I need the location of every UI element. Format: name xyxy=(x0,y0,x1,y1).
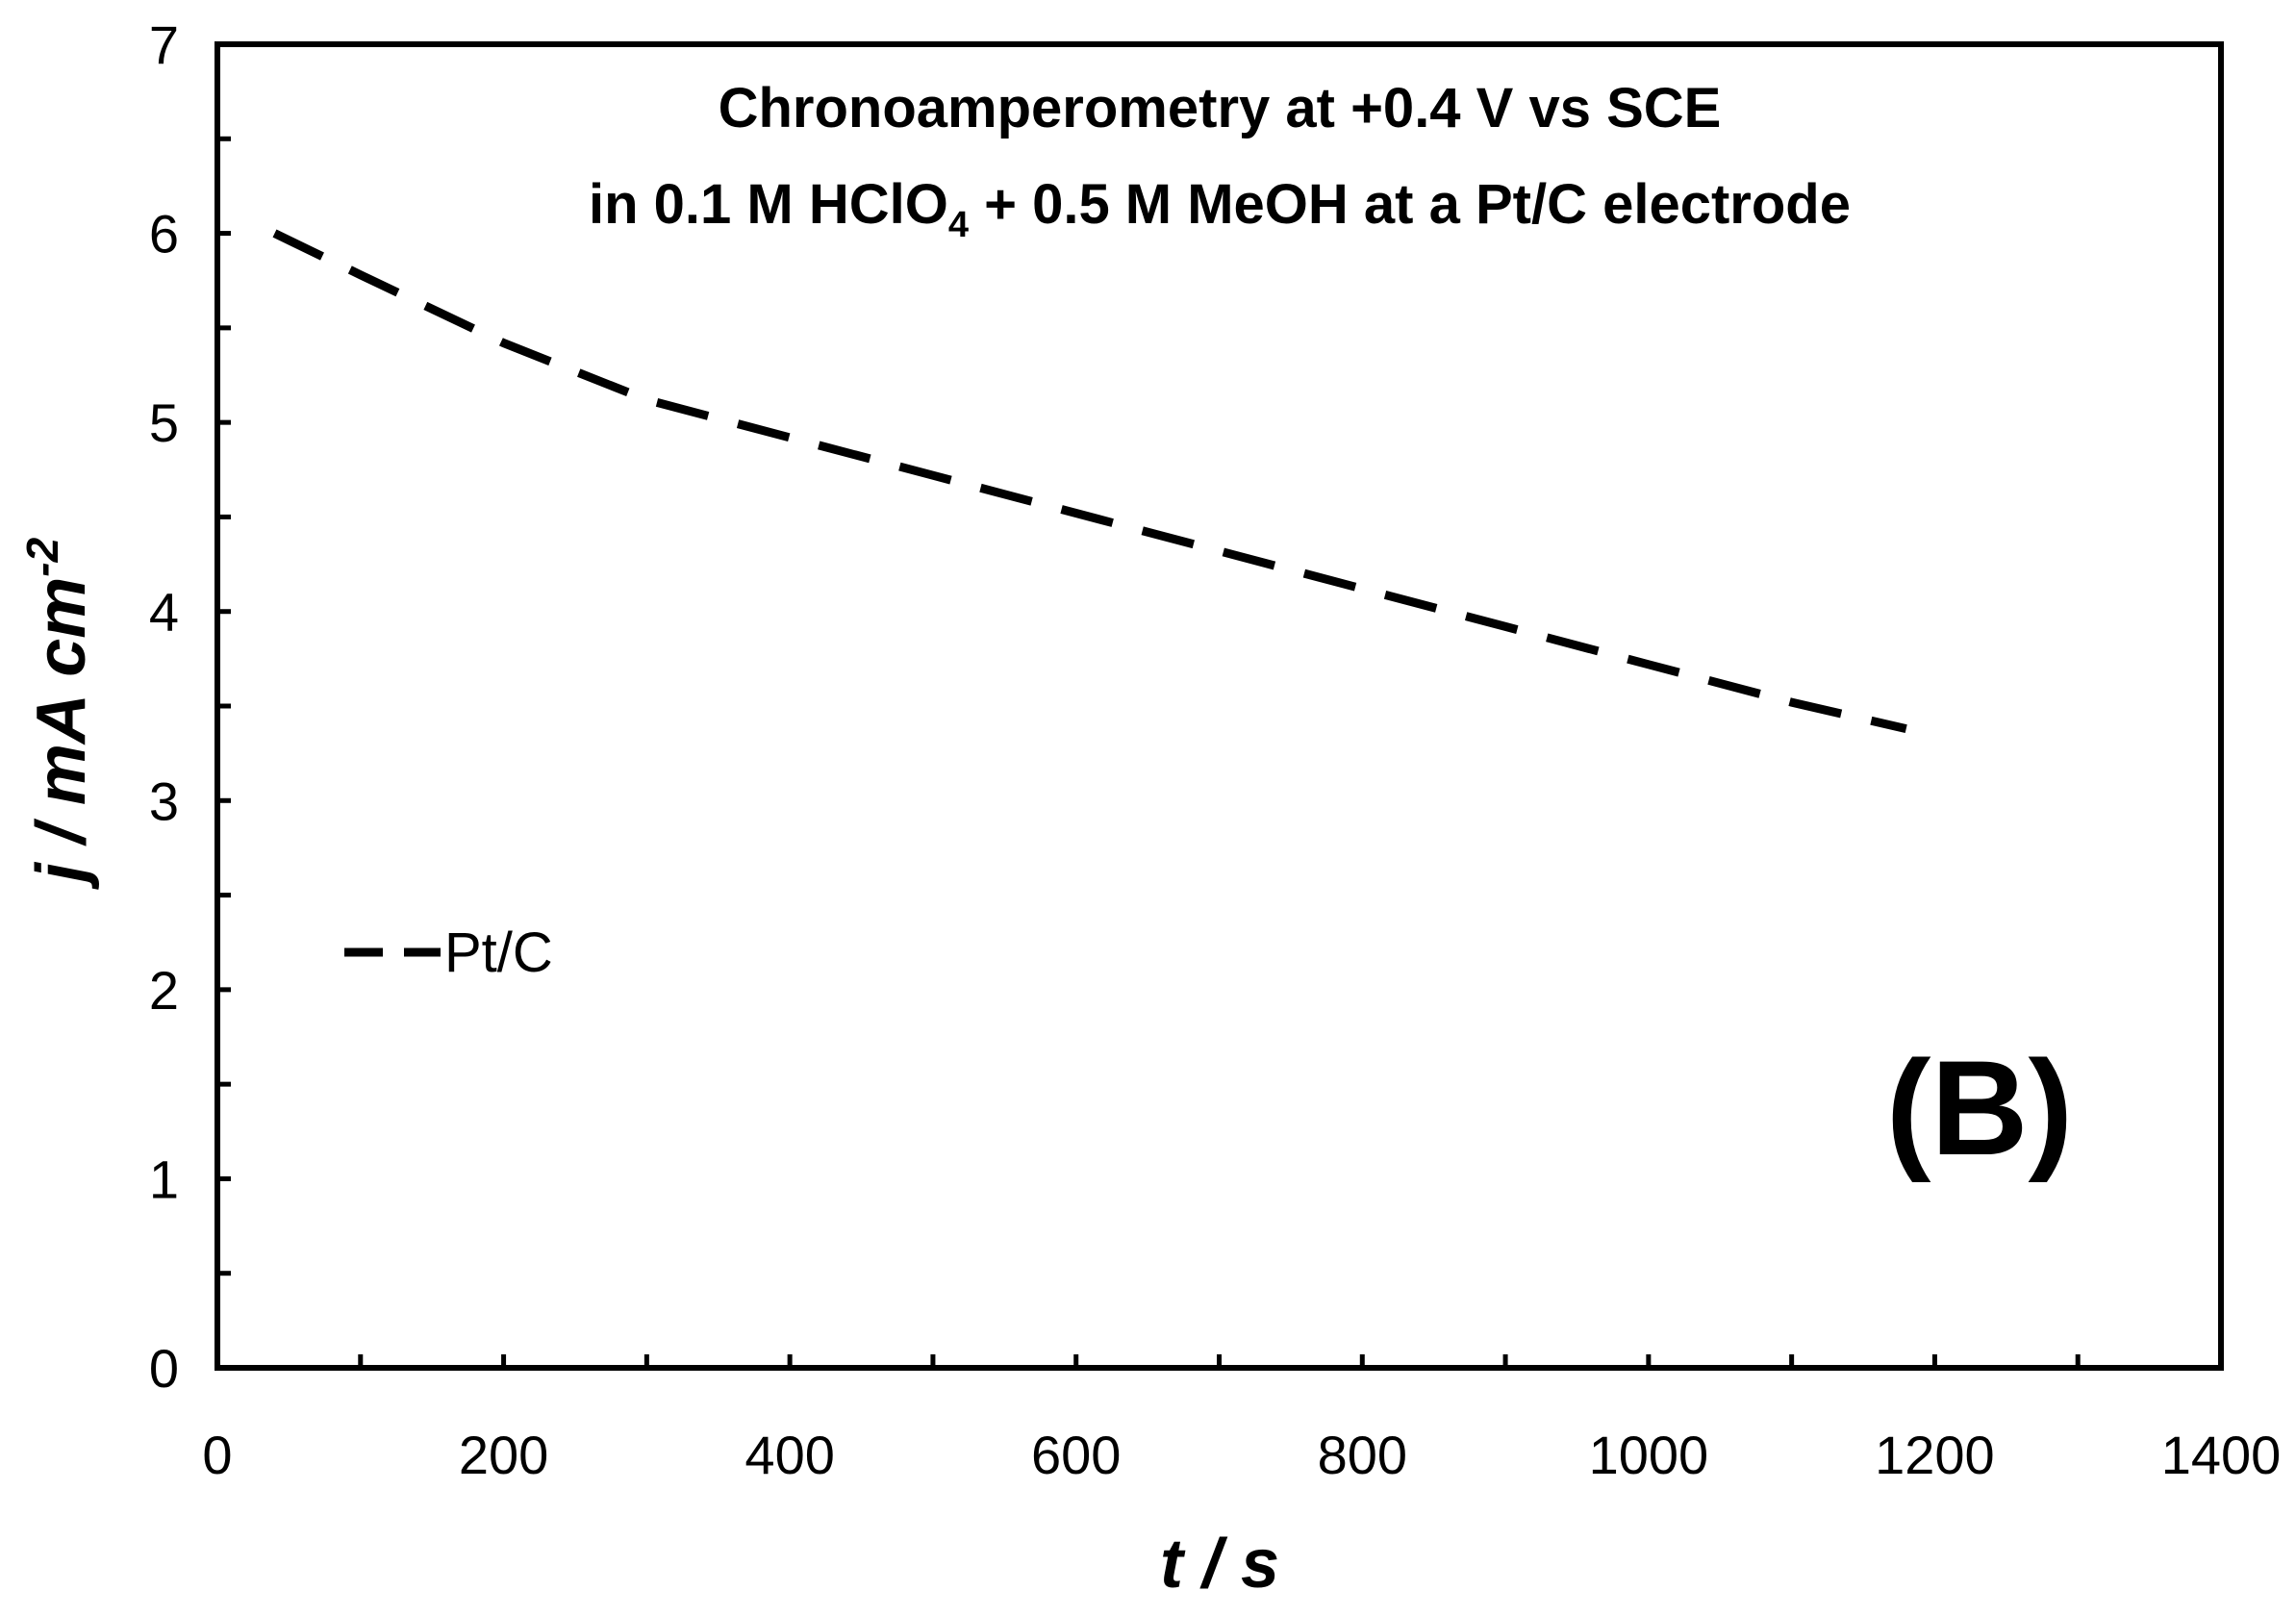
title-line2-post: + 0.5 M MeOH at a Pt/C electrode xyxy=(969,173,1851,236)
y-axis-title: j / mA cm-2 xyxy=(17,537,100,890)
y-axis-title-main: j / mA cm xyxy=(23,577,100,890)
x-tick-label: 400 xyxy=(744,1425,834,1485)
y-tick-labels: 0 1 2 3 4 5 6 7 xyxy=(149,14,179,1399)
y-tick-label: 7 xyxy=(149,14,179,75)
x-tick-label: 0 xyxy=(202,1425,232,1485)
chart-title-line2: in 0.1 M HClO4 + 0.5 M MeOH at a Pt/C el… xyxy=(589,173,1851,245)
x-tick-label: 1400 xyxy=(2161,1425,2282,1485)
x-tick-label: 600 xyxy=(1031,1425,1121,1485)
x-tick-label: 1200 xyxy=(1875,1425,1995,1485)
y-axis-title-sup: -2 xyxy=(17,537,67,576)
x-tick-label: 200 xyxy=(459,1425,548,1485)
x-axis-title: t / s xyxy=(1160,1526,1279,1603)
chart-title-line1: Chronoamperometry at +0.4 V vs SCE xyxy=(719,77,1722,139)
legend: Pt/C xyxy=(344,922,553,984)
y-tick-label: 2 xyxy=(149,960,179,1021)
series-line-pt-c xyxy=(272,229,1907,733)
title-line2-sub: 4 xyxy=(948,205,969,245)
legend-label-pt-c: Pt/C xyxy=(444,922,553,984)
y-tick-label: 6 xyxy=(149,204,179,265)
y-tick-label: 5 xyxy=(149,392,179,453)
y-tick-label: 1 xyxy=(149,1149,179,1209)
x-tick-labels: 0 200 400 600 800 1000 1200 1400 xyxy=(202,1425,2281,1485)
panel-label: (B) xyxy=(1886,1032,2073,1183)
y-tick-label: 4 xyxy=(149,582,179,643)
y-tick-label: 0 xyxy=(149,1338,179,1399)
y-tick-label: 3 xyxy=(149,770,179,831)
title-line2-pre: in 0.1 M HClO xyxy=(589,173,948,236)
x-tick-label: 800 xyxy=(1318,1425,1407,1485)
x-tick-label: 1000 xyxy=(1589,1425,1709,1485)
minor-ticks xyxy=(217,136,2081,1368)
